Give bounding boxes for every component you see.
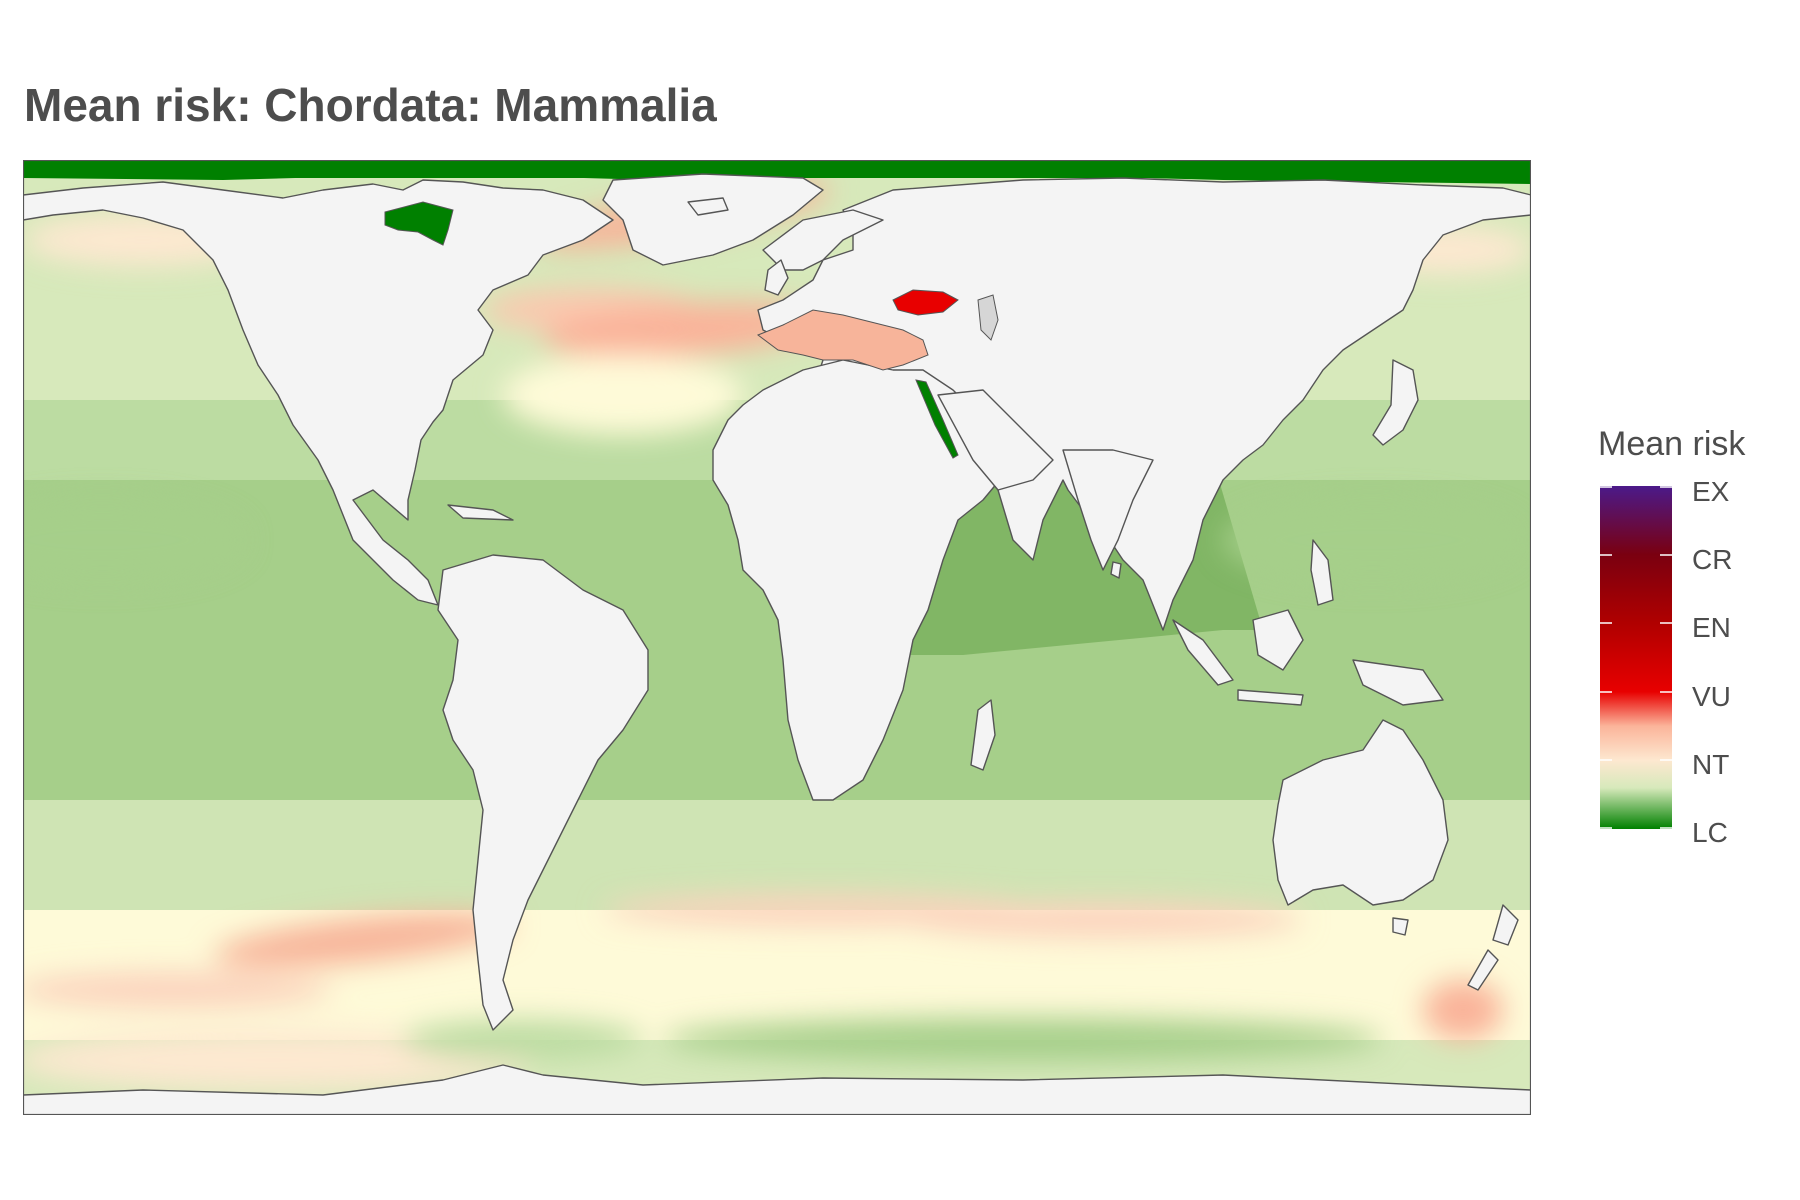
cuba xyxy=(447,504,514,521)
sri-lanka xyxy=(1110,561,1122,579)
south-america xyxy=(437,554,649,1031)
map-title: Mean risk: Chordata: Mammalia xyxy=(24,79,717,131)
mediterranean-sea xyxy=(756,309,929,371)
world-risk-map xyxy=(23,160,1531,1115)
british-isles xyxy=(764,259,789,296)
greenland xyxy=(602,173,824,266)
hudson-bay xyxy=(384,201,454,246)
scandinavia xyxy=(762,209,884,271)
arabian-peninsula xyxy=(937,389,1054,491)
new-guinea xyxy=(1352,659,1444,706)
borneo xyxy=(1252,609,1304,671)
legend-color-bar xyxy=(1600,486,1672,829)
madagascar xyxy=(970,699,996,771)
legend-label-lc: LC xyxy=(1692,817,1728,848)
black-sea xyxy=(892,289,959,316)
new-zealand xyxy=(1467,904,1519,991)
java xyxy=(1237,689,1304,706)
red-sea xyxy=(915,379,959,459)
antarctica xyxy=(23,1064,1531,1115)
map-frame xyxy=(23,160,1531,1115)
japan xyxy=(1372,359,1419,446)
sumatra xyxy=(1172,619,1234,686)
philippines xyxy=(1310,539,1334,606)
ocean-risk-shading xyxy=(23,181,1531,1090)
legend-label-cr: CR xyxy=(1692,544,1733,575)
arctic-ocean-edge xyxy=(23,160,1531,184)
tasmania xyxy=(1392,917,1409,936)
caspian-sea xyxy=(977,294,999,341)
legend-label-en: EN xyxy=(1692,612,1731,643)
legend: Mean risk EX CR EN VU NT LC xyxy=(1598,425,1798,865)
india xyxy=(1062,449,1154,571)
legend-label-nt: NT xyxy=(1692,749,1730,780)
australia xyxy=(1272,719,1449,906)
legend-label-ex: EX xyxy=(1692,476,1730,507)
legend-label-vu: VU xyxy=(1692,681,1731,712)
iceland xyxy=(687,197,729,216)
legend-title: Mean risk xyxy=(1598,425,1746,463)
north-america xyxy=(23,179,614,606)
